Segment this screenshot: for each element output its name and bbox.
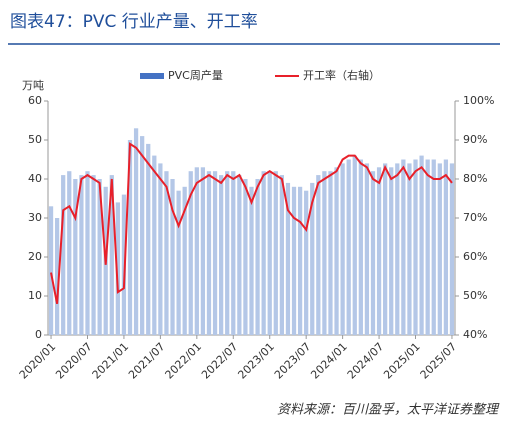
y2-tick-label: 100% — [463, 94, 494, 107]
y-tick-label: 60 — [28, 94, 42, 107]
bar — [54, 218, 60, 335]
x-tick-label: 2024/01 — [308, 340, 350, 382]
bar — [413, 159, 418, 335]
bar — [255, 179, 260, 335]
x-tick-label: 2022/07 — [199, 340, 241, 382]
bar — [109, 175, 114, 335]
x-tick-label: 2021/01 — [90, 340, 132, 382]
x-tick-label: 2025/07 — [418, 340, 460, 382]
bar — [219, 175, 224, 335]
legend-label: PVC周产量 — [168, 68, 223, 82]
bar — [146, 143, 151, 335]
bar — [231, 171, 236, 335]
bar — [48, 206, 54, 335]
bar — [164, 171, 169, 335]
bar — [297, 186, 303, 335]
legend-label: 开工率（右轴） — [303, 68, 380, 82]
y2-tick-label: 60% — [463, 250, 487, 263]
bar — [383, 163, 388, 335]
x-tick-label: 2025/01 — [381, 340, 423, 382]
bar — [443, 159, 449, 335]
y-tick-label: 10 — [28, 289, 42, 302]
bar — [73, 179, 78, 335]
x-tick-label: 2022/01 — [163, 340, 205, 382]
bar — [267, 171, 272, 335]
y2-tick-label: 90% — [463, 133, 487, 146]
bar — [437, 163, 442, 335]
bar — [79, 175, 84, 335]
x-tick-label: 2021/07 — [126, 340, 168, 382]
bar — [176, 190, 181, 335]
y2-tick-label: 50% — [463, 289, 487, 302]
y2-tick-label: 40% — [463, 328, 487, 341]
bar — [334, 167, 339, 335]
bar — [304, 190, 309, 335]
bar — [346, 159, 351, 335]
bar — [273, 171, 278, 335]
bar — [170, 179, 175, 335]
bar — [133, 128, 139, 335]
bar — [322, 171, 327, 335]
bar — [140, 136, 145, 335]
y2-tick-label: 70% — [463, 211, 487, 224]
bar — [200, 167, 206, 335]
y-tick-label: 20 — [28, 250, 42, 263]
bar — [449, 163, 455, 335]
bar — [158, 163, 163, 335]
line — [50, 142, 453, 304]
bar — [401, 159, 406, 335]
bar — [206, 171, 212, 335]
bar — [364, 163, 370, 335]
y-tick-label: 0 — [35, 328, 42, 341]
bar — [97, 179, 102, 335]
bar — [91, 175, 96, 335]
bar — [194, 167, 199, 335]
bar — [182, 186, 187, 335]
bar — [340, 163, 345, 335]
bar — [291, 186, 297, 335]
y2-tick-label: 80% — [463, 172, 487, 185]
bar — [237, 175, 242, 335]
y-tick-label: 30 — [28, 211, 42, 224]
bar — [389, 167, 394, 335]
bar — [407, 163, 412, 335]
source: 资料来源：百川盈孚，太平洋证券整理 — [277, 403, 500, 418]
bar — [249, 186, 254, 335]
bar — [395, 163, 400, 335]
y-tick-label: 50 — [28, 133, 42, 146]
bar — [67, 171, 72, 335]
bar — [225, 171, 230, 335]
x-tick-label: 2020/07 — [53, 340, 95, 382]
y-tick-label: 40 — [28, 172, 42, 185]
bar — [431, 159, 436, 335]
bar — [370, 171, 376, 335]
bar — [316, 175, 321, 335]
bar — [358, 159, 363, 335]
bar — [419, 155, 424, 335]
bar — [425, 159, 430, 335]
bar — [115, 202, 120, 335]
bar — [279, 175, 284, 335]
bar — [328, 171, 333, 335]
bar — [127, 140, 133, 335]
chart-title: 图表47：PVC 行业产量、开工率 — [10, 12, 258, 32]
bar — [352, 155, 357, 335]
bar — [376, 167, 382, 335]
x-tick-label: 2023/07 — [272, 340, 314, 382]
bar — [212, 171, 218, 335]
bar — [85, 171, 90, 335]
bar — [310, 182, 315, 335]
legend-swatch — [140, 73, 164, 79]
bar — [152, 155, 157, 335]
bar — [243, 179, 248, 335]
bar — [61, 175, 66, 335]
bar — [261, 171, 266, 335]
y-axis-label: 万吨 — [22, 79, 44, 92]
bar — [188, 171, 193, 335]
x-tick-label: 2023/01 — [235, 340, 277, 382]
x-tick-label: 2024/07 — [345, 340, 387, 382]
bar — [285, 182, 291, 335]
x-tick-label: 2020/01 — [17, 340, 59, 382]
